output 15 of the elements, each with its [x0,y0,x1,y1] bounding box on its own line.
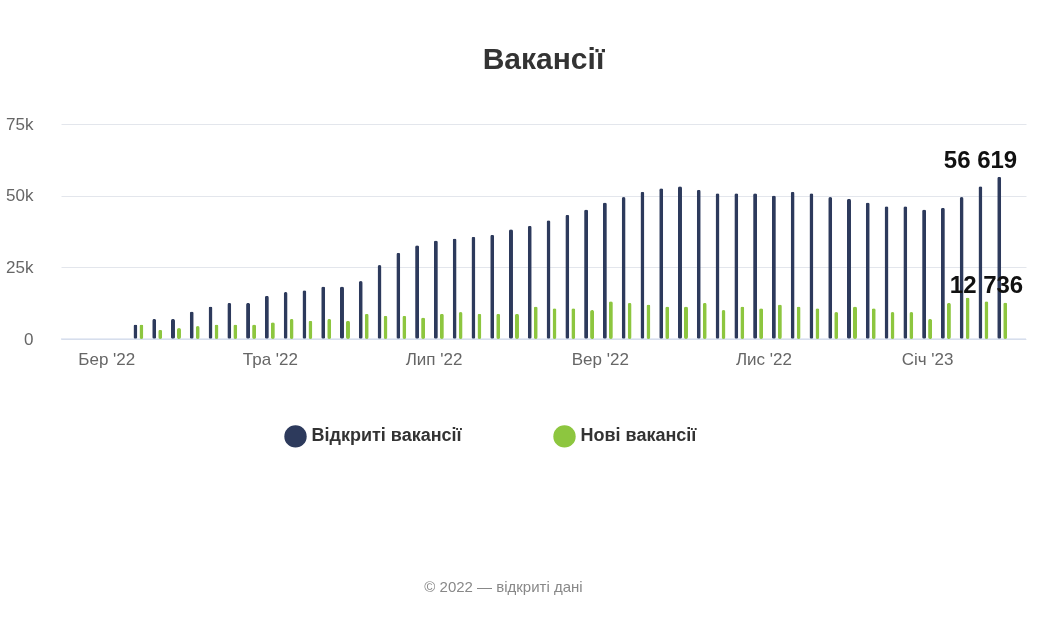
y-tick-label: 50k [6,186,34,206]
x-tick-label: Лис '22 [735,349,792,369]
text: © 2022 — відкриті дані [424,578,583,595]
chart-title: Вакансії [482,42,605,75]
x-tick-label: Лип '22 [405,349,463,369]
data-label: 56 619 [943,145,1018,173]
x-tick-label: Січ '23 [901,349,954,369]
y-tick-label: 25k [6,257,34,277]
y-tick-label: 75k [6,114,34,134]
y-tick-label: 0 [24,329,34,349]
legend-label: Нові вакансії [580,425,698,446]
legend-label: Відкриті вакансії [311,425,463,446]
x-tick-label: Вер '22 [571,349,629,369]
x-tick-label: Тра '22 [242,349,298,369]
x-tick-label: Бер '22 [78,349,136,369]
